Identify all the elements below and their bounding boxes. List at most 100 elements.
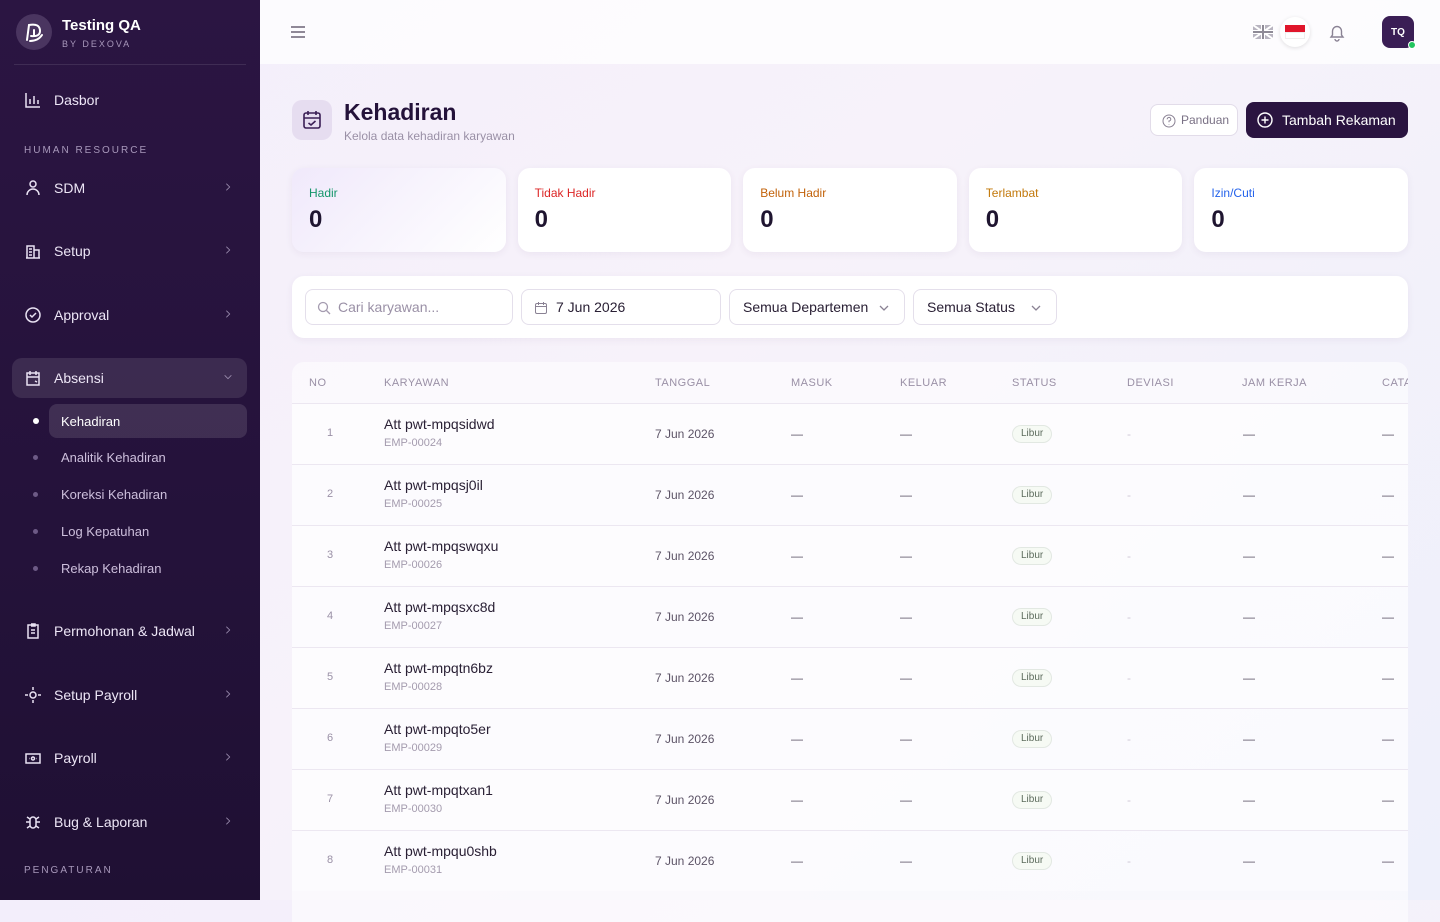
stat-value: 0 <box>985 206 1000 233</box>
icon <box>26 245 40 259</box>
table-row[interactable]: 7 Att pwt-mpqtxan1 EMP-00030 7 Jun 2026 — — Li… <box>292 769 1408 830</box>
stat-label: Izin/Cuti <box>1211 186 1255 200</box>
status-value: Semua Status <box>927 299 1015 315</box>
employee-name: Att pwt-mpqsidwd <box>384 416 495 432</box>
search-icon <box>317 301 331 315</box>
check-in: — <box>791 671 803 685</box>
table-row[interactable]: 8 Att pwt-mpqu0shb EMP-00031 7 Jun 2026 — — Li… <box>292 830 1408 891</box>
nav-item[interactable]: Permohonan & Jadwal <box>12 611 247 651</box>
date-picker[interactable]: 7 Jun 2026 <box>521 289 721 325</box>
nav-item[interactable]: SDM <box>12 168 247 208</box>
search-placeholder: Cari karyawan... <box>338 299 440 315</box>
row-number: 3 <box>326 549 334 561</box>
table-row[interactable]: 4 Att pwt-mpqsxc8d EMP-00027 7 Jun 2026 — — Li… <box>292 586 1408 647</box>
table-row[interactable]: 1 Att pwt-mpqsidwd EMP-00024 7 Jun 2026 — — Li… <box>292 403 1408 464</box>
date: 7 Jun 2026 <box>655 854 715 868</box>
search-input[interactable]: Cari karyawan... <box>305 289 513 325</box>
employee-code: EMP-00029 <box>384 742 443 754</box>
submenu-item[interactable]: Rekap Kehadiran <box>61 560 162 576</box>
deviation: - <box>1127 732 1131 746</box>
employee-code: EMP-00030 <box>384 803 443 815</box>
table-row[interactable]: 5 Att pwt-mpqtn6bz EMP-00028 7 Jun 2026 — — Li… <box>292 647 1408 708</box>
stat-card: Tidak Hadir 0 <box>517 168 732 252</box>
add-label: Tambah Rekaman <box>1282 112 1396 128</box>
check-in: — <box>791 854 803 868</box>
nav-dashboard[interactable]: Dasbor <box>12 80 247 120</box>
stat-label: Hadir <box>309 186 338 200</box>
work-hours: — <box>1243 549 1255 563</box>
page: Kehadiran { "sidebar": { "brand": {"name… <box>0 0 1440 900</box>
help-button[interactable]: Panduan <box>1150 104 1238 136</box>
date: 7 Jun 2026 <box>655 488 715 502</box>
flag-en[interactable] <box>1253 25 1273 39</box>
employee-code: EMP-00025 <box>384 498 443 510</box>
date-value: 7 Jun 2026 <box>556 299 626 315</box>
submenu-item[interactable]: Log Kepatuhan <box>61 523 150 539</box>
icon <box>226 626 231 634</box>
stat-label: Tidak Hadir <box>534 186 596 200</box>
employee-code: EMP-00024 <box>384 437 443 449</box>
check-in: — <box>791 732 803 746</box>
employee-code: EMP-00028 <box>384 681 443 693</box>
department-select[interactable]: Semua Departemen <box>729 289 905 325</box>
icon <box>226 183 231 191</box>
table-row[interactable]: 3 Att pwt-mpqswqxu EMP-00026 7 Jun 2026 — — Li… <box>292 525 1408 586</box>
status-select[interactable]: Semua Status <box>913 289 1057 325</box>
status-badge: Libur <box>1012 547 1053 565</box>
employee-name: Att pwt-mpqsxc8d <box>384 599 496 615</box>
nav-item[interactable]: Payroll <box>12 738 247 778</box>
work-hours: — <box>1243 732 1255 746</box>
icon <box>226 310 231 318</box>
employee-code: EMP-00031 <box>384 864 443 876</box>
nav-icon <box>25 93 40 108</box>
stat-value: 0 <box>309 206 323 233</box>
submenu-bullet <box>33 565 38 571</box>
table-row[interactable]: 2 Att pwt-mpqsj0il EMP-00025 7 Jun 2026 — — Li… <box>292 464 1408 525</box>
notes: — <box>1382 854 1394 868</box>
column-header: KARYAWAN <box>384 377 450 389</box>
nav-label: Dasbor <box>54 92 100 108</box>
icon <box>27 623 39 639</box>
status-badge: Libur <box>1012 852 1053 870</box>
employee-name: Att pwt-mpqswqxu <box>384 538 499 554</box>
nav-item[interactable]: Absensi <box>12 358 247 398</box>
column-header: CATATAN <box>1382 377 1408 389</box>
nav-item[interactable]: Approval <box>12 295 247 335</box>
date: 7 Jun 2026 <box>655 549 715 563</box>
online-status <box>1408 41 1416 49</box>
status-badge: Libur <box>1012 486 1053 504</box>
icon <box>25 307 41 323</box>
notifications[interactable] <box>1327 22 1347 42</box>
date: 7 Jun 2026 <box>655 732 715 746</box>
menu-toggle[interactable] <box>290 24 306 40</box>
add-record-button[interactable]: Tambah Rekaman <box>1246 102 1408 138</box>
submenu-item[interactable]: Kehadiran <box>49 404 247 438</box>
deviation: - <box>1127 854 1131 868</box>
section-title: HUMAN RESOURCE <box>24 145 149 156</box>
flag-white <box>1285 32 1305 39</box>
deviation: - <box>1127 610 1131 624</box>
work-hours: — <box>1243 427 1255 441</box>
icon <box>226 753 231 761</box>
status-badge: Libur <box>1012 791 1053 809</box>
date-icon <box>535 302 547 314</box>
check-out: — <box>900 671 912 685</box>
date: 7 Jun 2026 <box>655 793 715 807</box>
icon <box>26 371 40 386</box>
nav-item[interactable]: Setup Payroll <box>12 675 247 715</box>
page-subtitle: Kelola data kehadiran karyawan <box>344 129 515 143</box>
row-number: 5 <box>326 671 334 683</box>
flag-id[interactable] <box>1280 17 1310 47</box>
nav-item[interactable]: Bug & Laporan <box>12 802 247 842</box>
status-badge: Libur <box>1012 730 1053 748</box>
work-hours: — <box>1243 488 1255 502</box>
notes: — <box>1382 671 1394 685</box>
submenu-item[interactable]: Koreksi Kehadiran <box>61 486 168 502</box>
sidebar: Testing QA BY DEXOVA Dasbor HUMAN RESOUR… <box>0 0 260 900</box>
deviation: - <box>1127 671 1131 685</box>
stat-card: Belum Hadir 0 <box>743 168 957 252</box>
submenu-item[interactable]: Analitik Kehadiran <box>61 449 166 465</box>
table-row[interactable]: 6 Att pwt-mpqto5er EMP-00029 7 Jun 2026 — — Li… <box>292 708 1408 769</box>
nav-item[interactable]: Setup <box>12 231 247 271</box>
icon <box>226 246 231 254</box>
